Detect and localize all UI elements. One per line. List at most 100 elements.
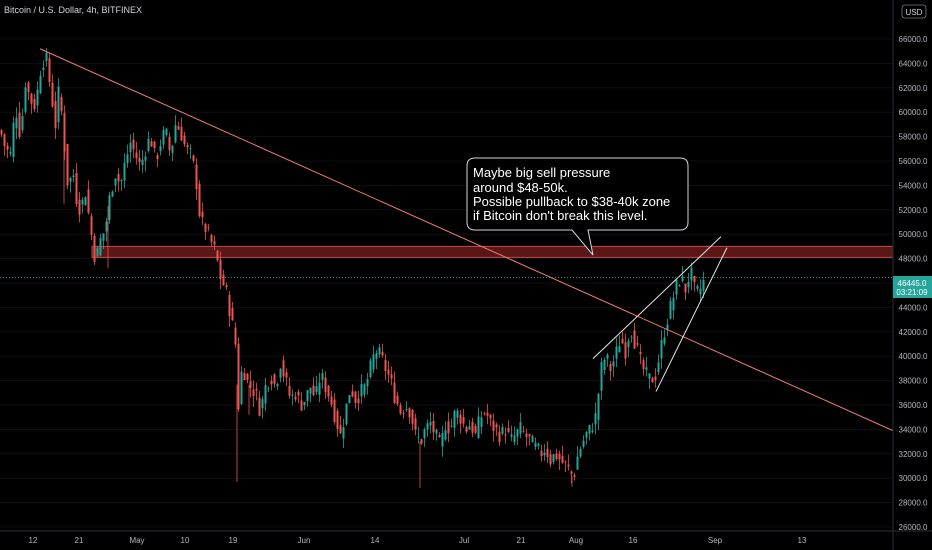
candle bbox=[276, 382, 279, 391]
candle bbox=[315, 375, 318, 395]
candle bbox=[219, 251, 222, 290]
currency-button[interactable]: USD bbox=[901, 4, 927, 19]
y-tick-label: 42000.0 bbox=[899, 328, 928, 337]
candle bbox=[399, 402, 402, 416]
candle bbox=[483, 411, 486, 416]
candle bbox=[63, 105, 66, 160]
y-tick-label: 60000.0 bbox=[899, 108, 928, 117]
candle bbox=[369, 357, 372, 379]
candle bbox=[423, 427, 426, 447]
candle bbox=[243, 368, 246, 381]
candle bbox=[60, 93, 63, 116]
candle bbox=[366, 372, 369, 395]
candle bbox=[0, 128, 3, 138]
candle bbox=[258, 390, 261, 417]
candle bbox=[579, 446, 582, 459]
candle bbox=[75, 163, 78, 207]
candle bbox=[504, 427, 507, 444]
candle bbox=[126, 144, 129, 168]
candle bbox=[498, 425, 501, 447]
candle bbox=[636, 335, 639, 348]
callout-line-1: Maybe big sell pressure bbox=[473, 165, 610, 180]
candle bbox=[615, 337, 618, 368]
y-tick-label: 34000.0 bbox=[899, 425, 928, 434]
candle bbox=[297, 389, 300, 404]
candle bbox=[699, 279, 702, 303]
candle bbox=[69, 176, 72, 193]
candle bbox=[465, 425, 468, 434]
candle bbox=[696, 284, 699, 292]
candle bbox=[21, 108, 24, 134]
candle bbox=[507, 420, 510, 434]
candle bbox=[213, 235, 216, 251]
candle bbox=[138, 149, 141, 171]
candle bbox=[291, 389, 294, 406]
descending-trendline[interactable] bbox=[39, 48, 894, 432]
candle bbox=[360, 374, 363, 404]
x-tick-label: 10 bbox=[181, 536, 190, 545]
candle bbox=[453, 409, 456, 437]
candle bbox=[534, 437, 537, 451]
candle bbox=[195, 158, 198, 200]
candle bbox=[393, 371, 396, 405]
candle bbox=[429, 412, 432, 434]
y-tick-label: 58000.0 bbox=[899, 133, 928, 142]
candle bbox=[39, 70, 42, 95]
candle bbox=[621, 331, 624, 345]
candle bbox=[222, 269, 225, 287]
candle bbox=[681, 265, 684, 283]
candle bbox=[198, 180, 201, 218]
candle bbox=[438, 432, 441, 438]
candle bbox=[354, 390, 357, 409]
candle bbox=[582, 435, 585, 449]
callout-box[interactable]: Maybe big sell pressure around $48-50k. … bbox=[466, 157, 689, 256]
callout-line-3: Possible pullback to $38-40k zone bbox=[473, 194, 670, 209]
candle bbox=[672, 291, 675, 320]
candle bbox=[522, 426, 525, 433]
candle bbox=[264, 377, 267, 412]
candle bbox=[162, 125, 165, 150]
x-tick-label: Jun bbox=[298, 536, 311, 545]
candle bbox=[459, 409, 462, 434]
candle bbox=[105, 217, 108, 242]
candle bbox=[183, 131, 186, 148]
candle bbox=[396, 391, 399, 406]
candle bbox=[99, 233, 102, 257]
candle bbox=[432, 413, 435, 441]
candle bbox=[261, 395, 264, 419]
candle bbox=[12, 116, 15, 163]
candle bbox=[348, 394, 351, 404]
candle bbox=[15, 107, 18, 140]
candle bbox=[321, 368, 324, 389]
candle bbox=[231, 301, 234, 321]
candle bbox=[573, 472, 576, 481]
candle bbox=[51, 74, 54, 108]
candle bbox=[9, 146, 12, 157]
candle bbox=[492, 413, 495, 442]
candle bbox=[54, 91, 57, 139]
candle bbox=[309, 387, 312, 403]
candle bbox=[648, 373, 651, 389]
candle bbox=[177, 121, 180, 131]
candle bbox=[531, 434, 534, 443]
y-tick-label: 52000.0 bbox=[899, 206, 928, 215]
candle bbox=[270, 375, 273, 391]
candle bbox=[486, 404, 489, 425]
candle bbox=[477, 407, 480, 439]
wedge-lower-line[interactable] bbox=[655, 247, 728, 392]
candle bbox=[81, 197, 84, 214]
candle bbox=[330, 390, 333, 408]
candle bbox=[135, 141, 138, 165]
candle bbox=[180, 117, 183, 141]
candle bbox=[597, 392, 600, 430]
time-axis[interactable]: 12 21 May 10 19 Jun 14 Jul 21 Aug 16 Sep 13 bbox=[0, 530, 932, 545]
candle bbox=[318, 372, 321, 403]
candle bbox=[657, 354, 660, 376]
candle bbox=[546, 441, 549, 463]
y-tick-label: 36000.0 bbox=[899, 401, 928, 410]
wedge-upper-line[interactable] bbox=[592, 236, 722, 360]
candle bbox=[450, 418, 453, 428]
candle bbox=[387, 360, 390, 383]
candle bbox=[651, 376, 654, 383]
